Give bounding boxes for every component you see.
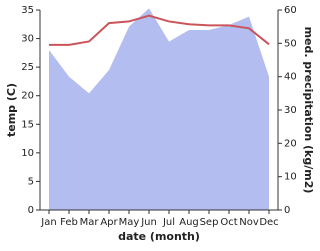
x-tick-label: Jun [140, 217, 157, 228]
y2-tick-label: 0 [284, 205, 290, 216]
y-axis-label: temp (C) [5, 83, 18, 137]
y2-tick-label: 50 [284, 38, 297, 49]
y-tick-label: 35 [21, 5, 34, 16]
y-tick-label: 25 [21, 62, 34, 73]
x-tick-label: Aug [179, 217, 199, 228]
y-tick-label: 20 [21, 91, 34, 102]
y2-tick-label: 40 [284, 72, 297, 83]
precipitation-area [49, 8, 269, 211]
y2-tick-label: 30 [284, 105, 297, 116]
x-axis-label: date (month) [118, 230, 200, 243]
x-tick-label: Apr [100, 217, 118, 228]
y-tick-label: 15 [21, 119, 34, 130]
y2-axis-label: med. precipitation (kg/m2) [302, 27, 315, 194]
chart: date (month) temp (C) med. precipitation… [5, 5, 315, 243]
x-tick-label: Sep [200, 217, 219, 228]
y2-tick-label: 20 [284, 138, 297, 149]
y-tick-label: 5 [28, 176, 34, 187]
y-tick-label: 10 [21, 148, 34, 159]
x-tick-label: Mar [80, 217, 100, 228]
x-tick-label: Nov [239, 217, 259, 228]
temperature-line [49, 14, 270, 46]
x-tick-label: Feb [60, 217, 78, 228]
y2-tick-label: 60 [284, 5, 297, 16]
y-tick-label: 30 [21, 34, 34, 45]
y-tick-label: 0 [28, 205, 34, 216]
y2-tick-label: 10 [284, 172, 297, 183]
x-tick-label: May [119, 217, 140, 228]
x-tick-label: Jan [40, 217, 56, 228]
x-tick-label: Jul [162, 217, 175, 228]
x-tick-label: Dec [259, 217, 278, 228]
x-tick-label: Oct [220, 217, 237, 228]
